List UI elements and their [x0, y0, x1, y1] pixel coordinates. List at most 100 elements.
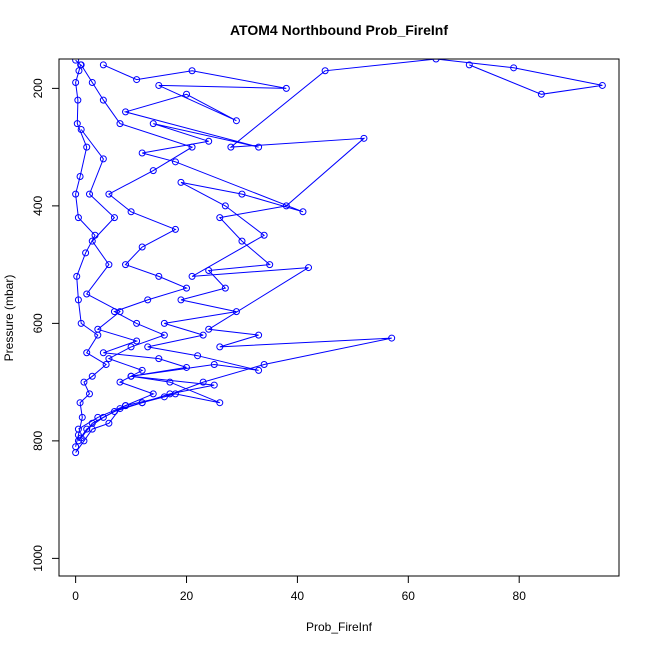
data-point	[149, 167, 157, 175]
data-point	[199, 331, 207, 339]
data-point	[127, 343, 135, 351]
y-tick-label: 600	[31, 313, 45, 333]
data-point	[210, 381, 218, 389]
y-tick-label: 400	[31, 196, 45, 216]
data-point	[88, 372, 96, 380]
series-line	[77, 64, 194, 442]
data-point	[105, 419, 113, 427]
data-point	[110, 214, 118, 222]
data-point	[465, 61, 473, 69]
x-tick-label: 20	[180, 589, 194, 603]
data-point	[177, 296, 185, 304]
data-point	[72, 59, 80, 64]
data-point	[74, 96, 82, 104]
x-tick-label: 40	[291, 589, 305, 603]
data-layer	[72, 59, 606, 457]
data-point	[221, 202, 229, 210]
data-point	[210, 361, 218, 368]
plot-frame	[58, 58, 620, 577]
data-point	[205, 267, 213, 274]
data-point	[122, 402, 130, 410]
data-point	[160, 331, 168, 339]
x-tick-label: 80	[513, 589, 527, 603]
data-point	[216, 343, 224, 351]
data-point	[94, 325, 102, 333]
data-point	[510, 64, 518, 72]
data-point	[260, 231, 268, 239]
x-axis-label: Prob_FireInf	[306, 620, 373, 634]
data-point	[194, 352, 202, 360]
data-point	[149, 390, 157, 398]
data-point	[205, 325, 213, 333]
data-point	[144, 343, 152, 351]
data-point	[105, 355, 113, 363]
data-point	[227, 143, 235, 151]
data-point	[216, 214, 224, 222]
data-point	[73, 120, 81, 128]
data-point	[82, 249, 90, 257]
series-5	[72, 126, 218, 457]
data-point	[266, 261, 274, 269]
series-line	[75, 59, 107, 447]
data-point	[260, 361, 268, 368]
data-point	[321, 67, 329, 75]
series-line	[80, 59, 603, 439]
data-point	[72, 190, 80, 198]
x-tick-label: 0	[72, 589, 79, 603]
x-tick-label: 60	[402, 589, 416, 603]
data-point	[122, 108, 130, 116]
data-point	[360, 134, 368, 142]
data-point	[99, 61, 107, 69]
data-point	[116, 120, 124, 128]
data-point	[138, 243, 146, 251]
data-point	[80, 437, 88, 445]
data-point	[171, 225, 179, 233]
data-point	[73, 272, 81, 280]
data-point	[78, 413, 86, 421]
data-point	[144, 296, 152, 304]
data-point	[183, 363, 191, 371]
data-point	[221, 284, 229, 292]
data-point	[216, 399, 224, 407]
data-point	[122, 261, 130, 269]
data-point	[88, 79, 96, 86]
data-point	[388, 334, 396, 342]
data-point	[105, 190, 113, 198]
data-point	[255, 366, 263, 374]
data-point	[155, 272, 163, 280]
series-line	[75, 129, 215, 453]
data-point	[83, 143, 91, 151]
data-point	[74, 296, 82, 304]
data-point	[99, 96, 107, 104]
data-point	[232, 308, 240, 316]
series-1	[72, 59, 110, 451]
data-point	[138, 366, 146, 374]
data-point	[116, 308, 124, 316]
data-point	[205, 137, 213, 145]
data-point	[83, 349, 91, 357]
data-point	[199, 378, 207, 386]
data-point	[238, 190, 246, 198]
data-point	[171, 158, 179, 166]
data-point	[116, 405, 124, 413]
data-point	[74, 214, 82, 222]
series-line	[78, 64, 392, 430]
data-point	[133, 319, 141, 327]
data-point	[133, 76, 141, 84]
data-point	[85, 390, 93, 398]
data-point	[102, 361, 110, 368]
data-point	[127, 208, 135, 216]
data-point	[80, 378, 88, 386]
series-3	[77, 59, 606, 442]
data-point	[598, 81, 606, 89]
data-point	[85, 190, 93, 198]
data-point	[138, 399, 146, 407]
data-point	[155, 81, 163, 89]
data-point	[166, 378, 174, 386]
data-point	[177, 178, 185, 186]
y-axis-label: Pressure (mbar)	[2, 275, 16, 362]
data-point	[77, 319, 85, 327]
data-point	[88, 237, 96, 245]
data-point	[305, 264, 313, 272]
data-point	[232, 117, 240, 125]
